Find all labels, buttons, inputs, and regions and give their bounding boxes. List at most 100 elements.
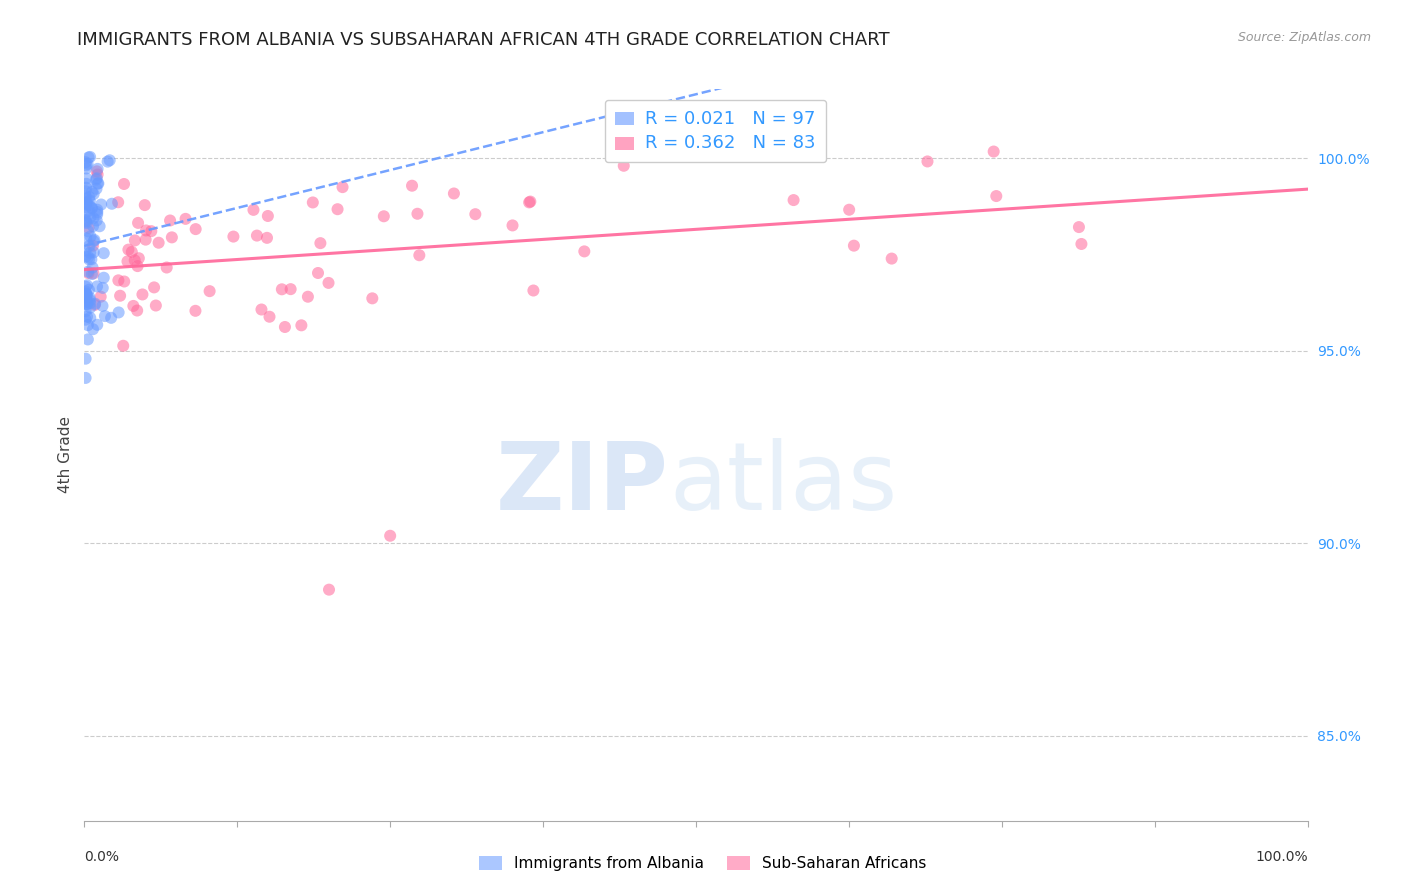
Point	[80, 201, 103, 215]
Point	[838, 202, 860, 217]
Point	[79, 239, 101, 253]
Point	[184, 222, 207, 236]
Point	[131, 287, 153, 301]
Point	[143, 280, 166, 294]
Y-axis label: 4th Grade: 4th Grade	[58, 417, 73, 493]
Point	[77, 265, 100, 279]
Point	[75, 192, 97, 206]
Point	[880, 252, 903, 266]
Point	[782, 193, 804, 207]
Point	[86, 161, 108, 176]
Point	[77, 190, 100, 204]
Point	[242, 202, 264, 217]
Point	[77, 266, 100, 280]
Point	[522, 284, 544, 298]
Point	[82, 219, 104, 234]
Point	[80, 252, 103, 267]
Point	[75, 200, 97, 214]
Point	[75, 213, 97, 227]
Point	[77, 220, 100, 235]
Point	[122, 299, 145, 313]
Point	[121, 244, 143, 259]
Point	[79, 293, 101, 308]
Point	[75, 371, 97, 385]
Point	[332, 180, 354, 194]
Point	[156, 260, 179, 275]
Point	[917, 154, 939, 169]
Point	[86, 213, 108, 227]
Point	[222, 229, 245, 244]
Point	[112, 177, 135, 191]
Point	[89, 219, 111, 234]
Point	[135, 223, 157, 237]
Point	[108, 289, 131, 303]
Point	[159, 213, 181, 227]
Point	[280, 282, 302, 296]
Point	[326, 202, 349, 217]
Point	[83, 245, 105, 260]
Point	[401, 178, 423, 193]
Point	[75, 180, 97, 194]
Point	[148, 235, 170, 250]
Point	[77, 198, 100, 212]
Point	[519, 194, 541, 209]
Point	[75, 195, 97, 210]
Point	[77, 203, 100, 218]
Point	[83, 234, 105, 248]
Point	[112, 339, 135, 353]
Point	[983, 145, 1005, 159]
Point	[79, 194, 101, 208]
Point	[86, 205, 108, 219]
Point	[76, 288, 98, 302]
Point	[574, 244, 596, 259]
Point	[83, 187, 105, 202]
Point	[75, 231, 97, 245]
Point	[406, 207, 429, 221]
Point	[75, 188, 97, 202]
Point	[270, 282, 292, 296]
Point	[82, 260, 104, 275]
Point	[75, 286, 97, 301]
Point	[301, 195, 323, 210]
Point	[86, 168, 108, 182]
Point	[986, 189, 1008, 203]
Point	[134, 198, 156, 212]
Point	[77, 151, 100, 165]
Point	[1070, 237, 1092, 252]
Point	[84, 172, 107, 186]
Point	[502, 219, 524, 233]
Point	[613, 159, 636, 173]
Point	[86, 171, 108, 186]
Point	[80, 185, 103, 199]
Point	[842, 238, 865, 252]
Point	[318, 582, 340, 597]
Point	[79, 229, 101, 244]
Point	[101, 196, 124, 211]
Text: 100.0%: 100.0%	[1256, 850, 1308, 863]
Point	[75, 285, 97, 299]
Point	[80, 202, 103, 216]
Point	[75, 250, 97, 264]
Point	[76, 310, 98, 324]
Point	[274, 320, 297, 334]
Point	[75, 155, 97, 169]
Point	[86, 318, 108, 332]
Point	[75, 214, 97, 228]
Text: ZIP: ZIP	[496, 438, 669, 530]
Point	[79, 291, 101, 305]
Point	[82, 322, 104, 336]
Point	[107, 273, 129, 287]
Point	[76, 287, 98, 301]
Point	[75, 279, 97, 293]
Point	[318, 276, 340, 290]
Point	[97, 154, 120, 169]
Point	[75, 244, 97, 258]
Point	[250, 302, 273, 317]
Point	[380, 529, 402, 543]
Point	[76, 195, 98, 210]
Point	[77, 252, 100, 267]
Point	[86, 202, 108, 217]
Point	[93, 246, 115, 260]
Point	[117, 243, 139, 257]
Point	[117, 254, 139, 268]
